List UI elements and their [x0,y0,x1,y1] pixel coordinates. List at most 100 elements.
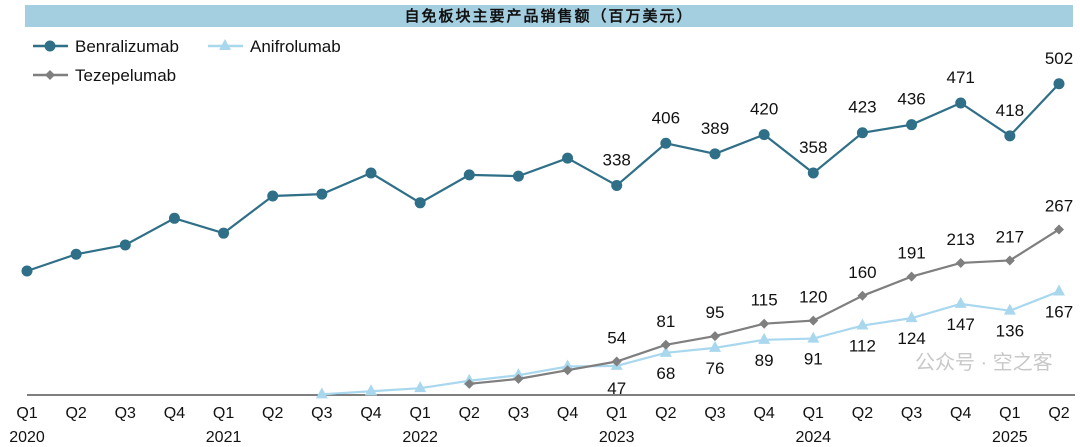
x-tick-label: Q3 [704,405,725,422]
x-tick-label: Q1 [409,405,430,422]
x-tick-label: Q3 [311,405,332,422]
data-label-benralizumab: 338 [603,150,631,169]
data-point-tezepelumab [906,271,917,282]
data-point-anifrolumab [365,384,377,396]
data-point-benralizumab [611,179,623,191]
data-label-benralizumab: 358 [799,138,827,157]
x-tick-label: Q3 [508,405,529,422]
watermark: 公众号 · 空之客 [915,352,1053,374]
data-point-anifrolumab [709,340,721,352]
data-label-tezepelumab: 267 [1045,196,1073,215]
x-tick-label: Q2 [852,405,873,422]
data-label-tezepelumab: 95 [706,303,725,322]
data-point-benralizumab [119,239,131,251]
series-line-benralizumab [26,83,1060,273]
data-label-benralizumab: 471 [947,68,975,87]
data-label-anifrolumab: 112 [849,337,876,356]
x-tick-label: Q2 [1048,405,1069,422]
x-tick-label: Q3 [115,405,136,422]
data-point-benralizumab [758,129,770,141]
legend-marker-anifrolumab [219,39,231,50]
data-point-tezepelumab [660,339,671,350]
data-point-benralizumab [21,265,33,277]
x-year-label: 2025 [992,429,1028,446]
x-tick-label: Q4 [950,405,971,422]
data-label-benralizumab: 423 [848,98,876,117]
data-point-tezepelumab [759,318,770,329]
data-point-tezepelumab [710,331,720,342]
data-label-anifrolumab: 76 [706,359,725,378]
data-point-tezepelumab [1054,224,1064,235]
data-point-anifrolumab [905,311,918,323]
x-tick-label: Q2 [655,405,676,422]
data-point-benralizumab [1053,78,1065,90]
data-point-anifrolumab [512,368,525,380]
data-label-anifrolumab: 147 [947,315,975,334]
data-point-benralizumab [512,170,524,182]
legend-label-tezepelumab: Tezepelumab [75,66,176,85]
data-point-benralizumab [267,190,279,202]
data-label-tezepelumab: 120 [799,288,827,307]
data-label-tezepelumab: 54 [607,329,626,348]
x-year-label: 2024 [795,429,831,446]
data-point-benralizumab [906,119,918,131]
data-point-anifrolumab [1053,284,1065,296]
x-tick-label: Q1 [803,405,824,422]
data-point-benralizumab [807,167,819,179]
data-point-benralizumab [955,97,967,109]
x-year-label: 2021 [206,429,242,446]
data-label-tezepelumab: 115 [751,291,778,310]
data-label-benralizumab: 502 [1045,49,1073,68]
x-year-label: 2023 [599,429,635,446]
data-point-anifrolumab [659,345,672,357]
data-label-benralizumab: 418 [996,101,1024,120]
legend-label-anifrolumab: Anifrolumab [250,37,341,56]
data-point-tezepelumab [562,365,573,376]
data-label-benralizumab: 406 [652,108,680,127]
data-point-anifrolumab [414,381,427,393]
x-year-label: 2022 [402,429,438,446]
data-point-benralizumab [709,148,721,160]
data-label-anifrolumab: 136 [996,322,1024,341]
data-label-anifrolumab: 47 [607,379,626,398]
data-point-benralizumab [168,212,180,224]
data-point-benralizumab [218,227,230,239]
data-point-benralizumab [365,167,377,179]
data-label-tezepelumab: 191 [897,244,925,263]
data-point-benralizumab [1004,130,1016,142]
data-label-anifrolumab: 91 [804,350,823,369]
data-point-benralizumab [70,248,82,260]
data-point-benralizumab [562,152,574,164]
data-point-anifrolumab [1003,303,1016,315]
x-tick-label: Q1 [213,405,234,422]
data-point-anifrolumab [315,387,328,399]
series-line-anifrolumab [321,290,1060,396]
data-label-benralizumab: 389 [701,119,729,138]
legend-label-benralizumab: Benralizumab [75,37,179,56]
data-point-anifrolumab [856,318,869,330]
chart-title: 自免板块主要产品销售额（百万美元） [25,5,1073,27]
data-label-tezepelumab: 217 [996,227,1024,246]
x-tick-label: Q2 [65,405,86,422]
data-point-anifrolumab [758,332,771,344]
x-tick-label: Q4 [164,405,185,422]
x-tick-label: Q1 [606,405,627,422]
x-tick-label: Q4 [753,405,774,422]
data-point-tezepelumab [808,315,819,326]
x-year-label: 2020 [9,429,45,446]
data-label-benralizumab: 420 [750,100,778,119]
data-point-anifrolumab [561,359,574,371]
x-tick-label: Q4 [557,405,578,422]
data-label-benralizumab: 436 [897,90,925,109]
data-point-anifrolumab [954,296,967,308]
data-point-benralizumab [316,188,328,200]
data-point-anifrolumab [807,331,820,343]
x-tick-label: Q1 [999,405,1020,422]
data-label-anifrolumab: 124 [897,329,925,348]
data-point-tezepelumab [955,257,966,268]
x-tick-label: Q4 [360,405,381,422]
data-point-benralizumab [660,137,672,149]
data-label-anifrolumab: 68 [656,364,675,383]
data-label-anifrolumab: 89 [755,351,774,370]
